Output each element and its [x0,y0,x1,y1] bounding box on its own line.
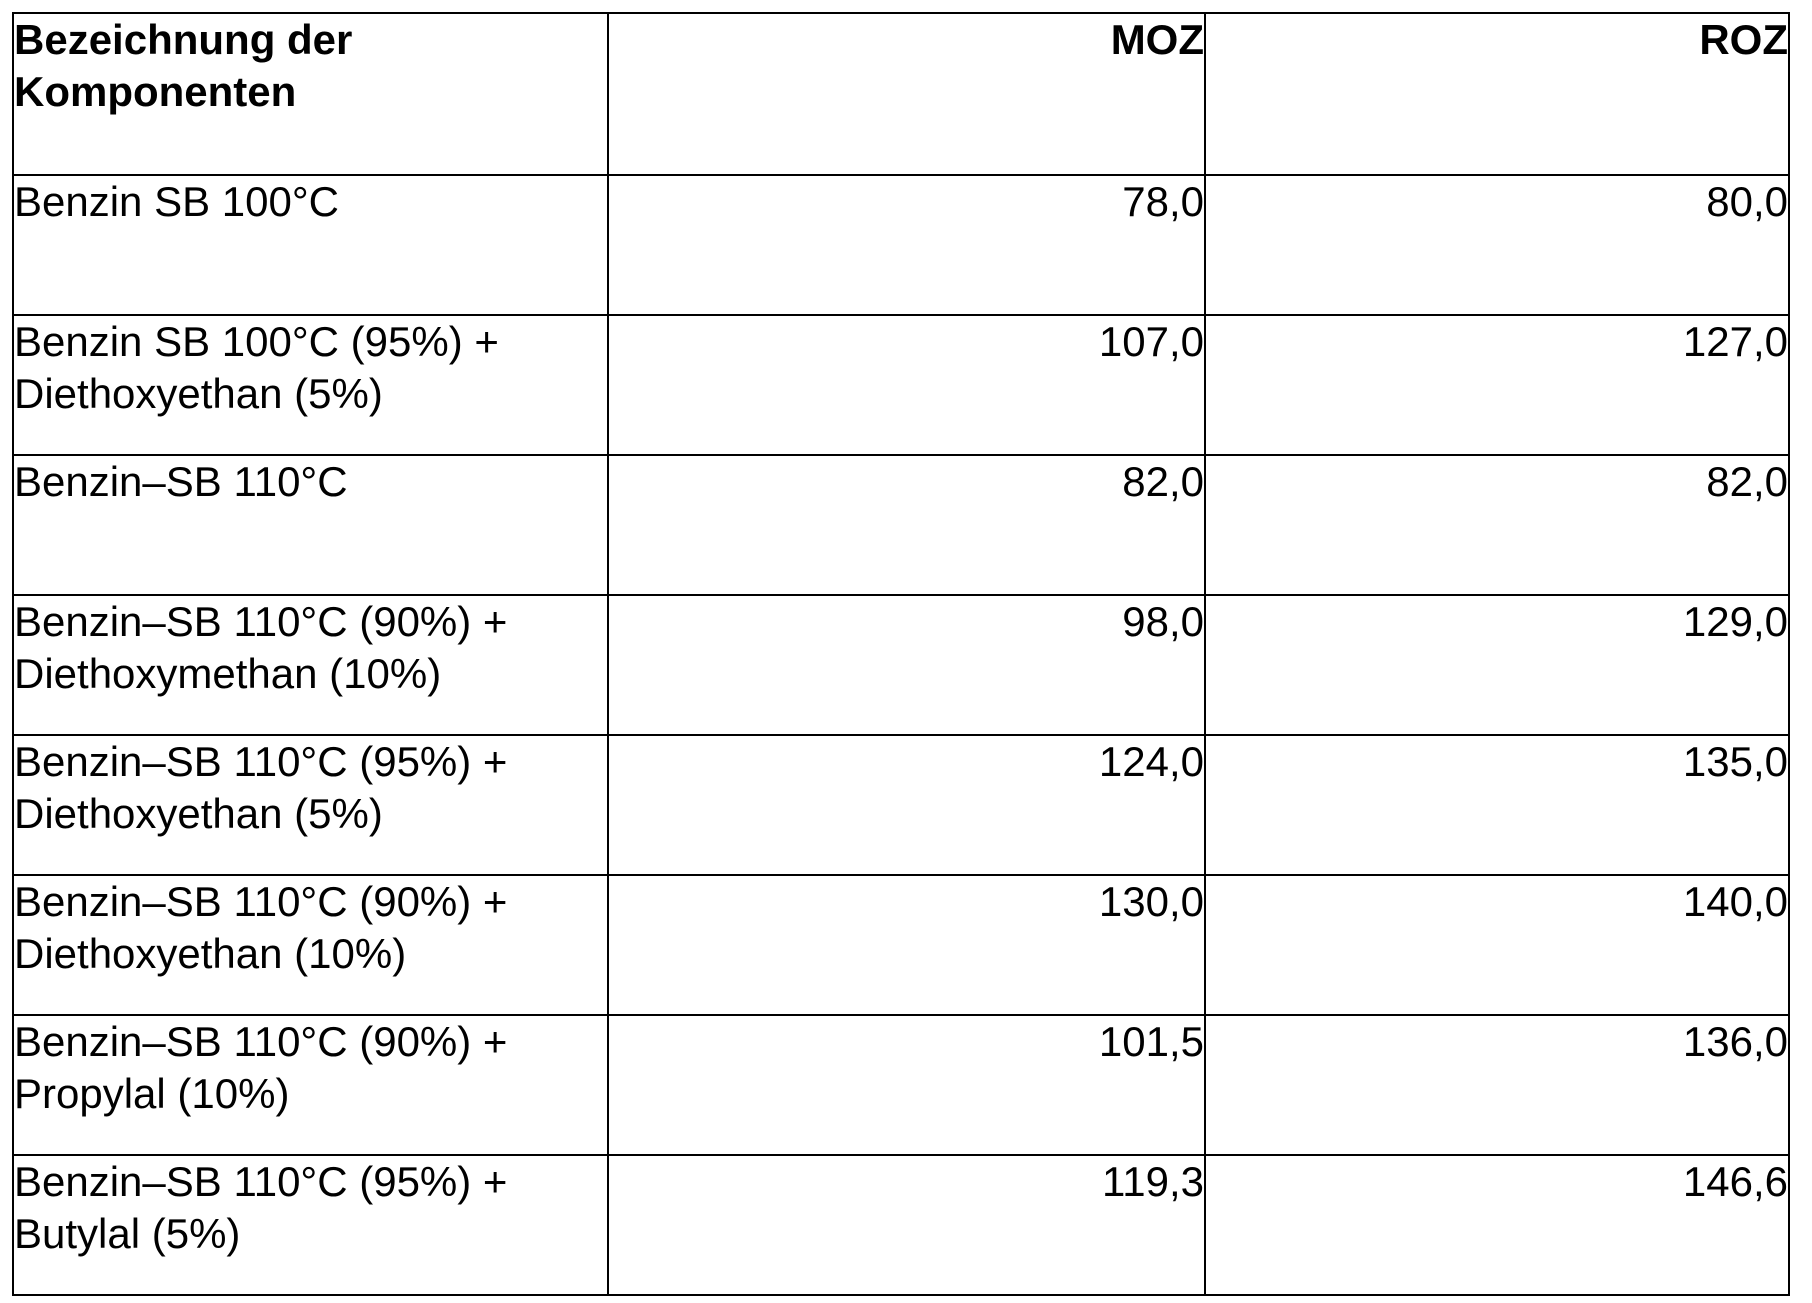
cell-roz: 80,0 [1204,174,1790,316]
cell-component-name: Benzin–SB 110°C (90%) + Diethoxyethan (1… [12,874,609,1016]
octane-table: Bezeichnung der Komponenten MOZ ROZ Benz… [12,12,1790,1296]
component-name-line2: Diethoxymethan (10%) [14,650,442,697]
table-row: Benzin SB 100°C 78,0 80,0 [12,174,1790,316]
header-component-name-line2: Komponenten [14,68,297,115]
component-name-line1: Benzin–SB 110°C (90%) + [14,1018,508,1065]
cell-moz: 82,0 [607,454,1206,596]
cell-moz: 98,0 [607,594,1206,736]
cell-component-name: Benzin SB 100°C (95%) + Diethoxyethan (5… [12,314,609,456]
table-row: Benzin–SB 110°C (90%) + Diethoxyethan (1… [12,874,1790,1016]
cell-roz: 82,0 [1204,454,1790,596]
component-name-line1: Benzin–SB 110°C (95%) + [14,1158,508,1205]
component-name-line2: Butylal (5%) [14,1210,241,1257]
cell-component-name: Benzin–SB 110°C (95%) + Diethoxyethan (5… [12,734,609,876]
component-name-line1: Benzin SB 100°C (95%) + [14,318,499,365]
component-name-line2: Diethoxyethan (10%) [14,930,407,977]
component-name-line1: Benzin–SB 110°C (90%) + [14,878,508,925]
table-row: Benzin–SB 110°C (90%) + Propylal (10%) 1… [12,1014,1790,1156]
cell-component-name: Benzin SB 100°C [12,174,609,316]
cell-roz: 136,0 [1204,1014,1790,1156]
cell-roz: 129,0 [1204,594,1790,736]
cell-component-name: Benzin–SB 110°C (95%) + Butylal (5%) [12,1154,609,1296]
cell-moz: 124,0 [607,734,1206,876]
table-row: Benzin–SB 110°C (95%) + Diethoxyethan (5… [12,734,1790,876]
cell-roz: 135,0 [1204,734,1790,876]
cell-component-name: Benzin–SB 110°C (90%) + Diethoxymethan (… [12,594,609,736]
table-row: Benzin–SB 110°C (90%) + Diethoxymethan (… [12,594,1790,736]
component-name-line2: Diethoxyethan (5%) [14,790,383,837]
cell-moz: 130,0 [607,874,1206,1016]
table-header-row: Bezeichnung der Komponenten MOZ ROZ [12,12,1790,176]
cell-moz: 101,5 [607,1014,1206,1156]
component-name-line1: Benzin–SB 110°C [14,458,348,505]
component-name-line1: Benzin–SB 110°C (90%) + [14,598,508,645]
cell-roz: 140,0 [1204,874,1790,1016]
cell-roz: 127,0 [1204,314,1790,456]
cell-component-name: Benzin–SB 110°C (90%) + Propylal (10%) [12,1014,609,1156]
cell-roz: 146,6 [1204,1154,1790,1296]
component-name-line1: Benzin–SB 110°C (95%) + [14,738,508,785]
header-roz: ROZ [1204,12,1790,176]
component-name-line1: Benzin SB 100°C [14,178,339,225]
header-component-name: Bezeichnung der Komponenten [12,12,609,176]
component-name-line2: Propylal (10%) [14,1070,290,1117]
cell-moz: 78,0 [607,174,1206,316]
cell-moz: 107,0 [607,314,1206,456]
header-moz: MOZ [607,12,1206,176]
table-row: Benzin SB 100°C (95%) + Diethoxyethan (5… [12,314,1790,456]
table-row: Benzin–SB 110°C 82,0 82,0 [12,454,1790,596]
table-row: Benzin–SB 110°C (95%) + Butylal (5%) 119… [12,1154,1790,1296]
cell-moz: 119,3 [607,1154,1206,1296]
header-component-name-line1: Bezeichnung der [14,16,353,63]
cell-component-name: Benzin–SB 110°C [12,454,609,596]
component-name-line2: Diethoxyethan (5%) [14,370,383,417]
